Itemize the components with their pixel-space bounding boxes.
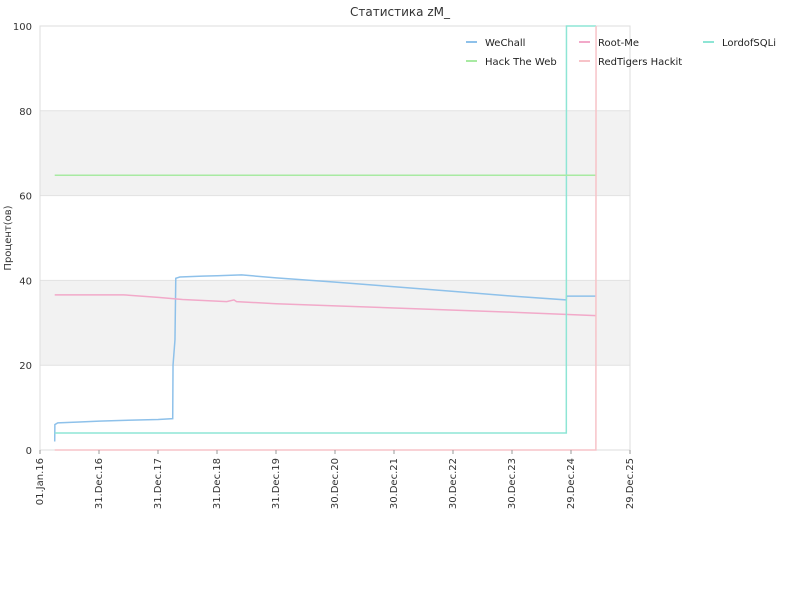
- x-axis: 01.Jan.16 31.Dec.16 31.Dec.17 31.Dec.18 31.D…: [35, 450, 636, 509]
- y-tick-label: 40: [19, 276, 32, 287]
- x-tick-label: 30.Dec.21: [389, 458, 400, 509]
- gridlines: [40, 25, 630, 451]
- x-tick-label: 31.Dec.17: [153, 458, 164, 509]
- x-tick-label: 31.Dec.16: [94, 458, 105, 509]
- legend-label: LordofSQLi: [722, 38, 776, 49]
- legend-item: Hack The Web: [466, 57, 557, 68]
- y-tick-label: 100: [13, 22, 32, 33]
- grid-band: [40, 280, 630, 366]
- x-tick-label: 01.Jan.16: [35, 458, 46, 505]
- y-tick-label: 60: [19, 192, 32, 203]
- legend-item: LordofSQLi: [703, 38, 776, 49]
- y-axis-label: Процент(ов): [3, 205, 14, 270]
- chart-title: Статистика zM_: [350, 5, 451, 19]
- y-axis: 0 20 40 60 80 100: [13, 22, 32, 457]
- x-tick-label: 30.Dec.20: [330, 458, 341, 509]
- x-tick-label: 31.Dec.18: [212, 458, 223, 509]
- series-line-root-me: [54, 294, 596, 317]
- y-tick-label: 0: [26, 446, 32, 457]
- grid-band: [40, 110, 630, 196]
- y-tick-label: 80: [19, 107, 32, 118]
- x-tick-label: 30.Dec.22: [448, 458, 459, 509]
- legend-item: WeChall: [466, 38, 525, 49]
- legend-label: Hack The Web: [485, 57, 557, 68]
- legend-label: RedTigers Hackit: [598, 57, 682, 68]
- series-line-wechall: [53, 274, 596, 442]
- series-layer: [53, 25, 597, 451]
- plot-area: [39, 25, 631, 451]
- legend-item: RedTigers Hackit: [579, 57, 682, 68]
- legend-label: WeChall: [485, 38, 525, 49]
- series-line-redtigers-hackit: [54, 25, 597, 451]
- x-tick-label: 29.Dec.25: [625, 458, 636, 509]
- x-tick-label: 29.Dec.24: [566, 458, 577, 509]
- legend: WeChall Root-Me LordofSQLi Hack The Web RedT…: [466, 38, 776, 68]
- x-tick-label: 30.Dec.23: [507, 458, 518, 509]
- grid-bands: [40, 110, 630, 366]
- series-line-lordofsqli: [54, 25, 596, 434]
- x-tick-label: 31.Dec.19: [271, 458, 282, 509]
- y-tick-label: 20: [19, 361, 32, 372]
- legend-label: Root-Me: [598, 38, 639, 49]
- legend-item: Root-Me: [579, 38, 639, 49]
